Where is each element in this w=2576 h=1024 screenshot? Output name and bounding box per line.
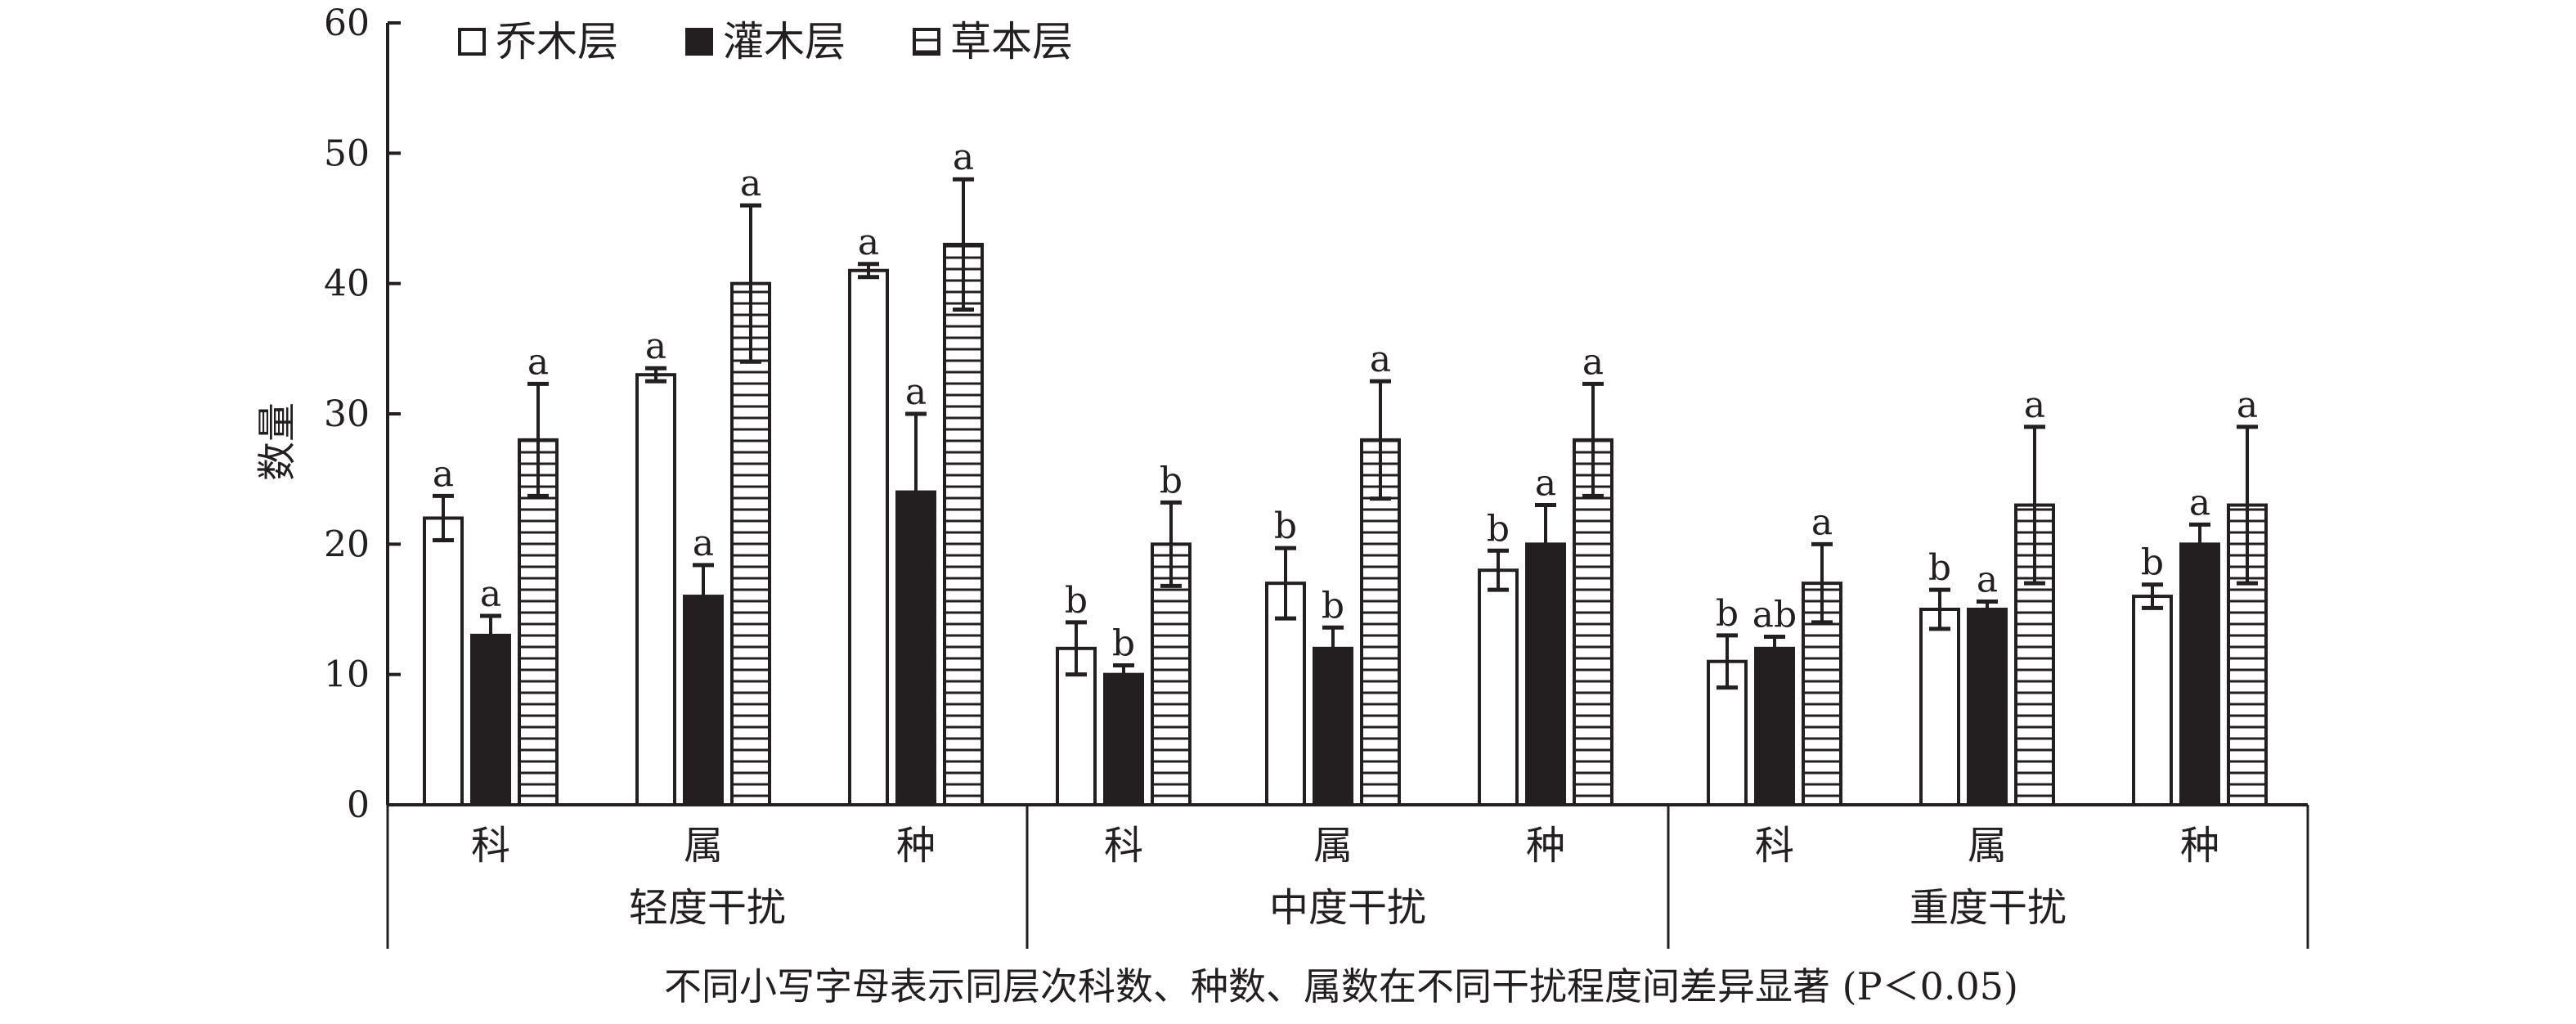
significance-letter: a xyxy=(480,573,501,615)
significance-letter: b xyxy=(1274,505,1297,547)
significance-letter: a xyxy=(2024,384,2045,426)
significance-letter: a xyxy=(527,341,549,383)
bar xyxy=(1754,646,1795,806)
significance-letter: a xyxy=(433,453,454,495)
y-tick-label: 40 xyxy=(324,263,370,305)
legend-label: 灌木层 xyxy=(723,18,846,65)
bar xyxy=(848,268,889,806)
significance-letter: b xyxy=(1928,547,1951,589)
significance-letter: a xyxy=(953,137,974,178)
category-label: 属 xyxy=(1313,823,1353,869)
category-label: 科 xyxy=(1104,823,1143,869)
bar xyxy=(1360,438,1401,806)
legend-label: 草本层 xyxy=(950,18,1073,65)
significance-letter: ab xyxy=(1752,594,1797,636)
significance-letter: a xyxy=(1535,463,1556,505)
significance-letter: b xyxy=(1065,580,1088,622)
bar xyxy=(1919,608,1960,806)
legend-swatch xyxy=(458,28,486,56)
y-tick-label: 60 xyxy=(324,2,370,44)
y-tick-label: 50 xyxy=(324,132,370,174)
y-axis-label: 数量 xyxy=(254,402,300,481)
significance-letter: a xyxy=(858,222,879,263)
significance-letter: a xyxy=(1370,339,1391,380)
category-label: 属 xyxy=(1968,823,2007,869)
bar xyxy=(1313,646,1353,806)
bar xyxy=(943,242,984,807)
bar xyxy=(1525,542,1566,806)
significance-letter: a xyxy=(905,371,927,413)
bar xyxy=(2132,595,2173,806)
significance-letter: b xyxy=(1487,508,1510,550)
bar xyxy=(1478,568,1519,806)
significance-letter: b xyxy=(1716,593,1739,635)
category-label: 属 xyxy=(684,823,723,869)
legend-swatch xyxy=(913,28,940,56)
significance-letter: b xyxy=(1112,623,1135,665)
y-tick-label: 0 xyxy=(347,784,370,826)
significance-letter: a xyxy=(1811,501,1833,543)
group-label: 中度干扰 xyxy=(1269,885,1426,931)
bar xyxy=(1967,608,2008,806)
category-label: 种 xyxy=(896,823,936,869)
significance-letter: b xyxy=(1160,460,1183,501)
significance-letter: b xyxy=(2141,542,2164,584)
bar xyxy=(2179,542,2220,806)
bar xyxy=(518,438,559,806)
significance-letter: a xyxy=(645,326,666,367)
significance-letter: a xyxy=(1582,341,1604,383)
footnote: 不同小写字母表示同层次科数、种数、属数在不同干扰程度间差异显著 (P＜0.05) xyxy=(664,964,2018,1008)
significance-letter: b xyxy=(1322,585,1344,627)
bar xyxy=(1103,672,1144,807)
category-label: 种 xyxy=(1526,823,1565,869)
significance-letter: a xyxy=(740,163,761,204)
significance-letter: a xyxy=(2237,384,2258,426)
category-label: 科 xyxy=(471,823,510,869)
bar xyxy=(470,633,511,806)
group-label: 重度干扰 xyxy=(1910,885,2067,931)
significance-letter: a xyxy=(1977,559,1998,600)
category-label: 科 xyxy=(1755,823,1794,869)
y-tick-label: 30 xyxy=(324,393,370,435)
legend-swatch xyxy=(685,28,713,56)
bar xyxy=(423,516,464,806)
category-label: 种 xyxy=(2180,823,2219,869)
legend-label: 乔木层 xyxy=(496,18,618,65)
y-tick-label: 20 xyxy=(324,523,370,565)
bar xyxy=(635,373,676,806)
significance-letter: a xyxy=(2189,482,2210,523)
group-label: 轻度干扰 xyxy=(629,885,786,931)
significance-letter: a xyxy=(693,523,714,564)
y-tick-label: 10 xyxy=(324,654,370,696)
